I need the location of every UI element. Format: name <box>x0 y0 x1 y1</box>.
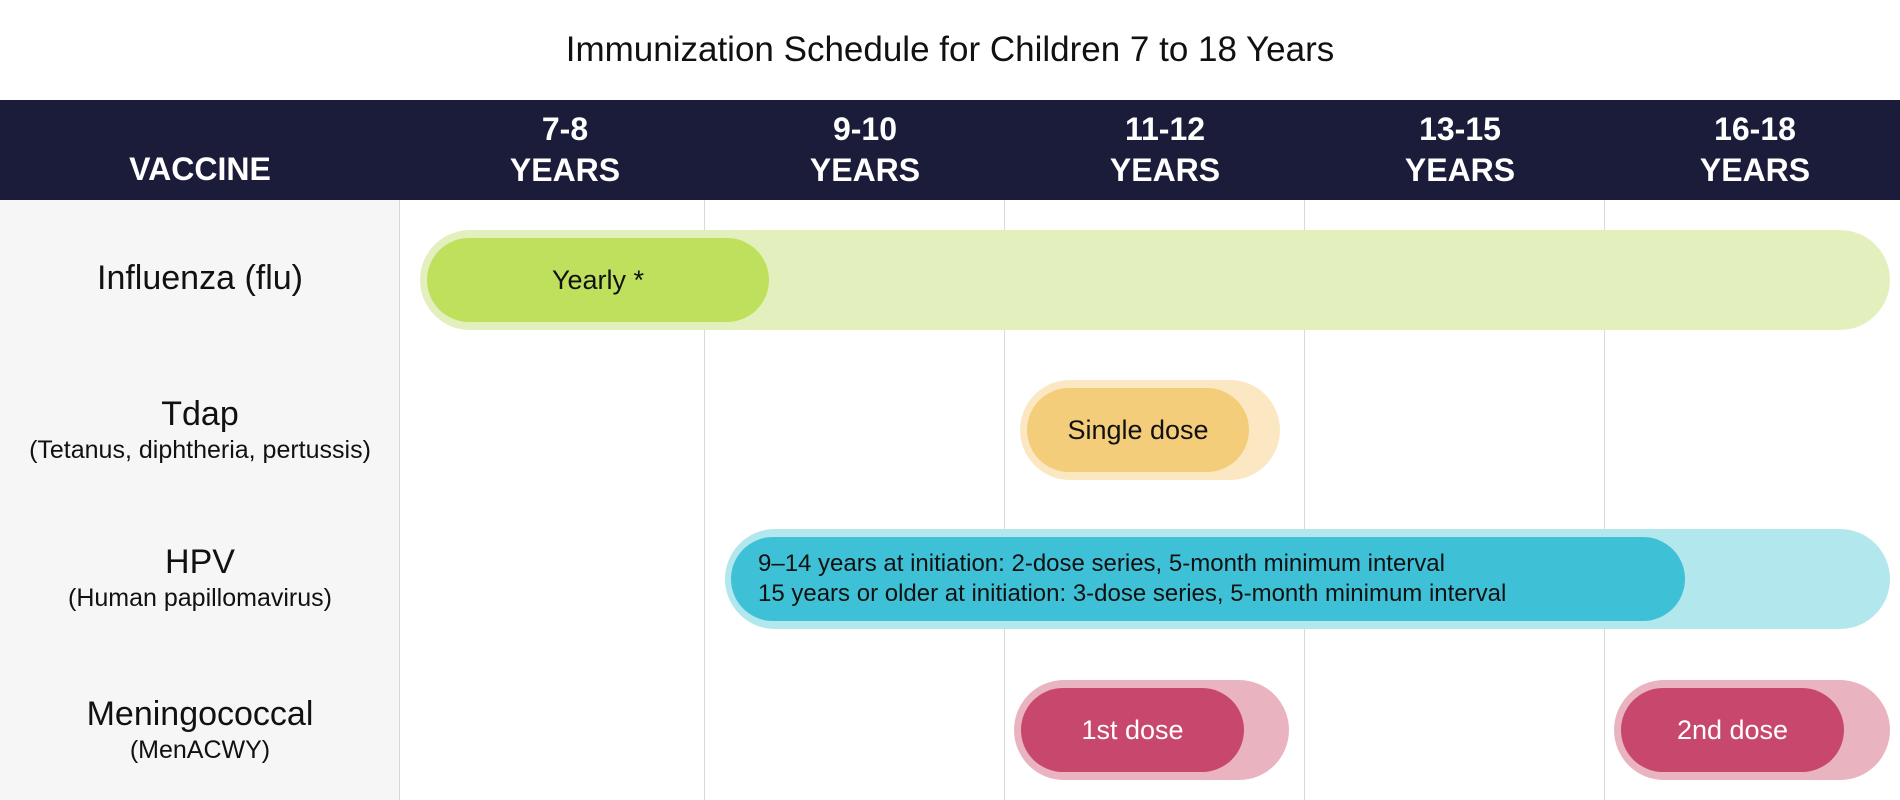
dose-label: Single dose <box>1067 414 1209 445</box>
dose-label: 2nd dose <box>1676 714 1789 745</box>
vaccine-subtitle: (Tetanus, diphtheria, pertussis) <box>29 436 371 464</box>
vaccine-title: Tdap <box>161 395 239 433</box>
dose-label: 9–14 years at initiation: 2-dose series,… <box>758 550 1445 577</box>
hpv-dose-pill: 9–14 years at initiation: 2-dose series,… <box>731 537 1685 621</box>
age-header-13-15: 13-15 YEARS <box>1310 100 1610 200</box>
vaccine-name-influenza: Influenza (flu) <box>0 258 400 298</box>
age-range: 7-8 <box>541 111 589 147</box>
column-divider <box>1004 200 1005 800</box>
age-unit: YEARS <box>509 152 621 188</box>
column-divider <box>704 200 705 800</box>
vaccine-subtitle: (MenACWY) <box>129 736 271 764</box>
age-range: 16-18 <box>1714 111 1796 147</box>
vaccine-title: Meningococcal <box>86 695 314 733</box>
vaccine-column-header: VACCINE <box>129 151 271 187</box>
page-title: Immunization Schedule for Children 7 to … <box>565 30 1335 69</box>
column-divider <box>1304 200 1305 800</box>
column-divider <box>1604 200 1605 800</box>
flu-dose-pill: Yearly * <box>427 238 769 322</box>
age-header-11-12: 11-12 YEARS <box>1015 100 1315 200</box>
age-unit: YEARS <box>1109 152 1221 188</box>
vaccine-name-tdap: Tdap (Tetanus, diphtheria, pertussis) <box>0 394 400 466</box>
age-unit: YEARS <box>1699 152 1811 188</box>
age-unit: YEARS <box>1404 152 1516 188</box>
age-range: 11-12 <box>1124 111 1206 147</box>
vaccine-name-meningococcal: Meningococcal (MenACWY) <box>0 694 400 766</box>
age-unit: YEARS <box>809 152 921 188</box>
age-header-7-8: 7-8 YEARS <box>415 100 715 200</box>
schedule-header: VACCINE 7-8 YEARS 9-10 YEARS 11-12 YEARS… <box>0 100 1900 200</box>
men-first-dose-pill: 1st dose <box>1021 688 1244 772</box>
age-header-16-18: 16-18 YEARS <box>1605 100 1900 200</box>
age-range: 9-10 <box>832 111 898 147</box>
age-range: 13-15 <box>1419 111 1501 147</box>
dose-label: 15 years or older at initiation: 3-dose … <box>758 580 1507 607</box>
vaccine-title: HPV <box>165 543 235 581</box>
dose-label: Yearly * <box>551 264 645 295</box>
vaccine-subtitle: (Human papillomavirus) <box>68 584 332 612</box>
vaccine-name-column <box>0 200 400 800</box>
dose-label: 1st dose <box>1081 714 1184 745</box>
tdap-dose-pill: Single dose <box>1027 388 1249 472</box>
vaccine-title: Influenza (flu) <box>97 259 303 297</box>
age-header-9-10: 9-10 YEARS <box>715 100 1015 200</box>
vaccine-name-hpv: HPV (Human papillomavirus) <box>0 542 400 614</box>
men-second-dose-pill: 2nd dose <box>1621 688 1844 772</box>
